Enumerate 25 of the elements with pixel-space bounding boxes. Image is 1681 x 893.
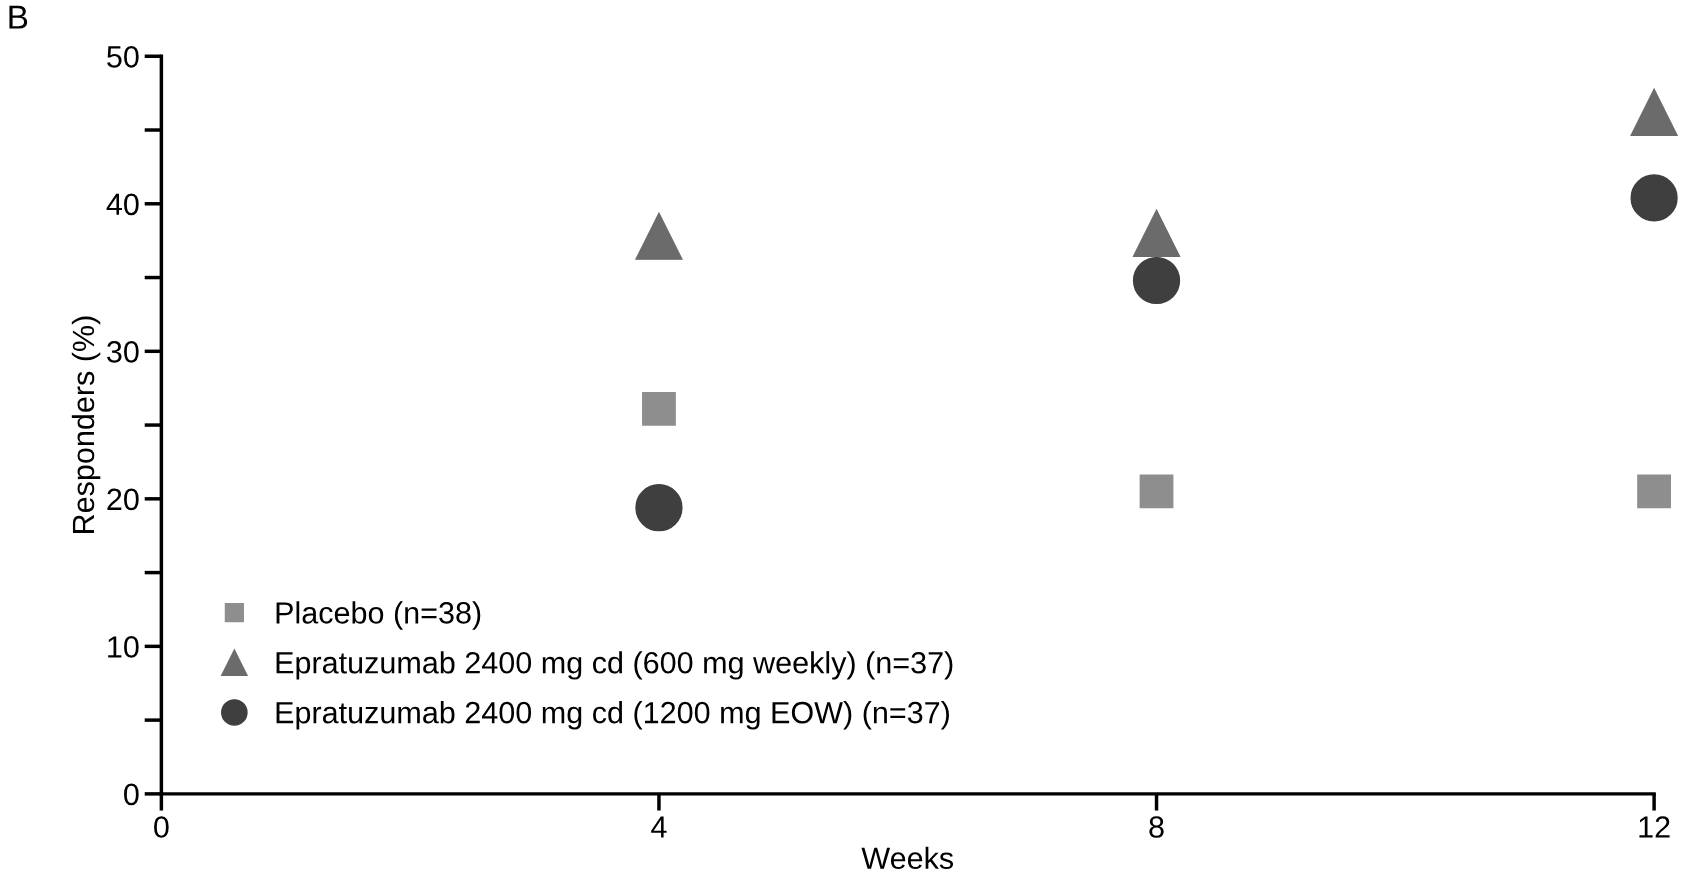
y-tick-label: 40 (106, 193, 139, 216)
x-tick-label: 12 (1639, 816, 1670, 838)
y-tick-label: 20 (107, 488, 139, 511)
point (1139, 474, 1174, 509)
point (642, 391, 676, 426)
point (1132, 209, 1181, 257)
point (635, 212, 683, 260)
x-tick-label: 0 (154, 816, 169, 838)
y-tick-label: 0 (124, 783, 139, 806)
x-axis-title: Weeks (861, 846, 954, 870)
point (1630, 88, 1678, 136)
y-axis-title: Responders (%) (71, 316, 101, 533)
x-tick-label: 4 (651, 816, 667, 838)
point (1637, 474, 1671, 509)
legend-label: Placebo (n=38) (276, 601, 481, 630)
text: B (9, 5, 28, 29)
y-tick-label: 50 (107, 45, 139, 68)
point (1630, 174, 1678, 222)
point (635, 484, 683, 532)
x-tick-label: 8 (1149, 816, 1164, 838)
y-tick-label: 30 (107, 341, 139, 363)
point (1132, 256, 1181, 305)
legend-label: Epratuzumab 2400 mg cd (1200 mg EOW) (n=37) (276, 701, 949, 730)
y-tick-label: 10 (108, 636, 139, 658)
legend-label: Epratuzumab 2400 mg cd (600 mg weekly) (n=37) (276, 651, 953, 680)
